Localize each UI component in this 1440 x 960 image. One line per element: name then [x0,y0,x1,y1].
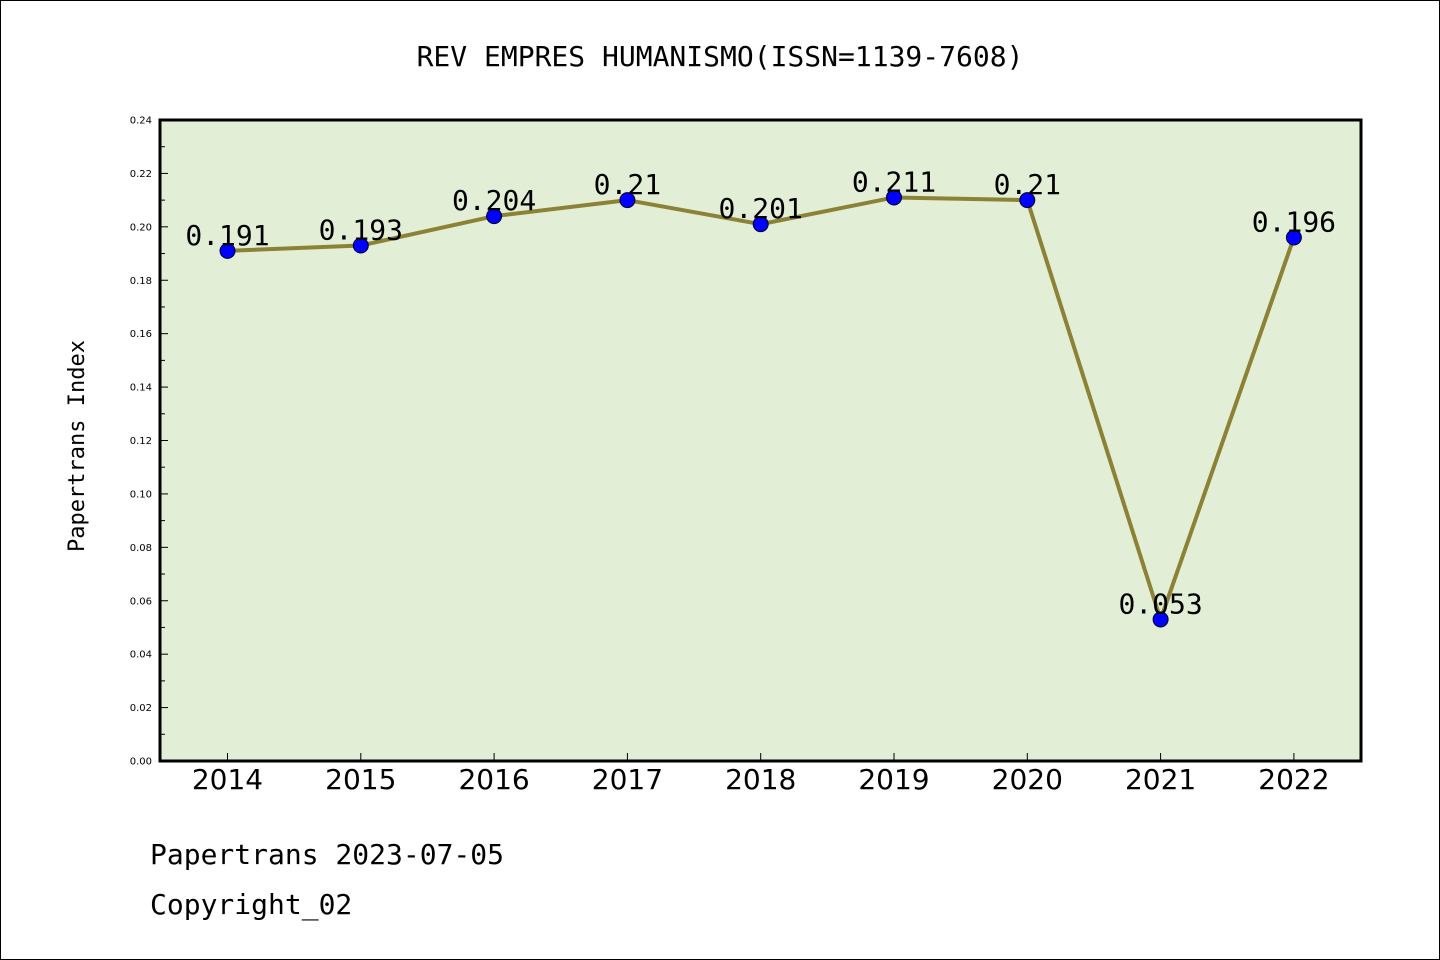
chart-title: REV EMPRES HUMANISMO(ISSN=1139-7608) [417,40,1024,73]
data-point [886,189,902,206]
data-label: 0.201 [719,192,803,225]
x-tick-label: 2018 [725,763,796,796]
data-label: 0.21 [994,168,1061,201]
y-tick-label: 0.22 [130,169,152,180]
data-label: 0.204 [452,184,536,217]
data-label: 0.196 [1252,206,1336,239]
data-label: 0.053 [1118,587,1202,620]
data-point [1019,192,1036,209]
y-tick-label: 0.20 [130,222,152,233]
y-tick-label: 0.00 [130,757,152,768]
footer-date: Papertrans 2023-07-05 [150,838,504,871]
x-tick-label: 2017 [592,763,663,796]
data-point [1152,611,1169,628]
y-tick-label: 0.06 [130,596,152,607]
data-point [219,242,236,259]
data-point [1285,229,1302,246]
data-label: 0.211 [852,165,936,198]
y-axis-label: Papertrans Index [65,340,90,552]
footer-copyright: Copyright_02 [150,888,352,922]
x-tick-label: 2016 [458,763,529,796]
data-label: 0.193 [319,214,403,247]
data-label: 0.191 [185,219,269,252]
data-point [486,208,503,225]
data-point [752,216,769,233]
x-tick-label: 2015 [325,763,396,796]
x-tick-label: 2014 [192,763,263,796]
y-tick-label: 0.16 [130,329,152,340]
x-tick-label: 2019 [858,763,929,796]
data-point [619,192,636,209]
data-label: 0.21 [594,168,661,201]
y-tick-label: 0.04 [130,650,152,661]
data-point [352,237,369,254]
y-axis-ticks: 0.00 0.02 0.04 0.06 0.08 0.10 0.12 0.14 0.16 0.18… [130,116,168,768]
y-tick-label: 0.10 [130,489,152,500]
y-tick-label: 0.08 [130,543,152,554]
y-tick-label: 0.12 [130,436,152,447]
x-axis-ticks: 2014 2015 2016 2017 2018 2019 2020 2021 2022 [192,753,1330,796]
x-tick-label: 2022 [1258,763,1329,796]
data-markers [219,189,1302,628]
y-tick-label: 0.02 [130,703,152,714]
x-tick-label: 2021 [1125,763,1196,796]
y-tick-label: 0.18 [130,276,152,287]
y-tick-label: 0.14 [130,383,152,394]
data-labels: 0.191 0.193 0.204 0.21 0.201 0.211 0.21 0.053 0.… [185,165,1336,620]
y-tick-label: 0.24 [130,116,152,127]
x-tick-label: 2020 [992,763,1063,796]
